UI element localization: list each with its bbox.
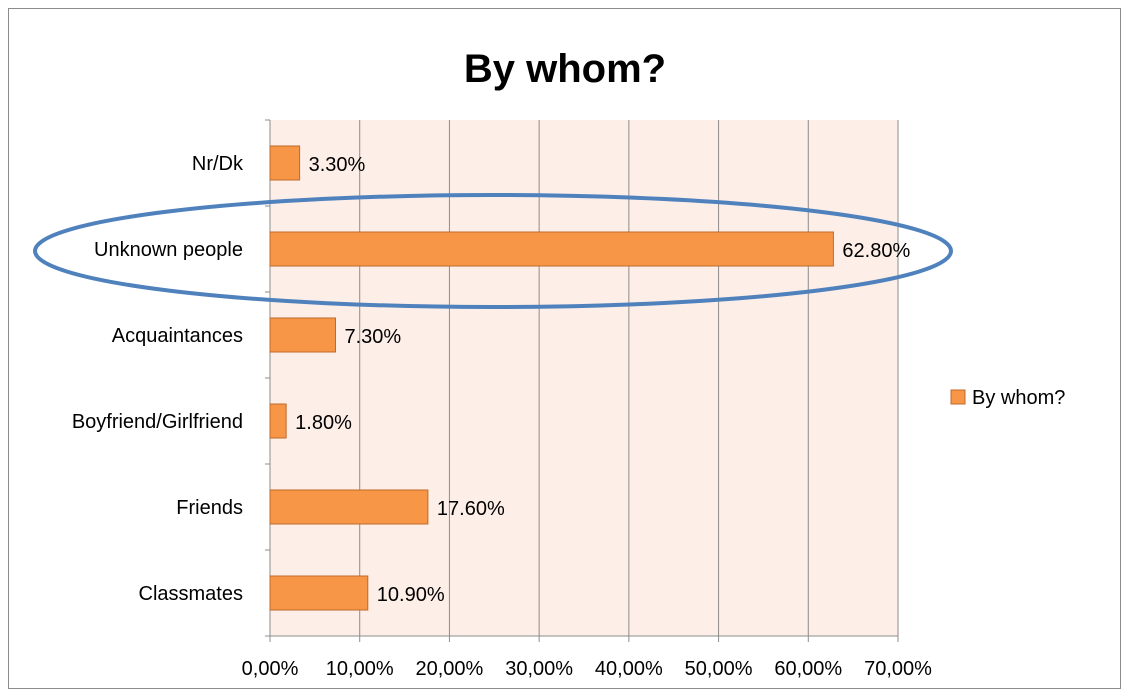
data-label: 7.30%: [344, 326, 401, 348]
data-label: 3.30%: [309, 154, 366, 176]
data-label: 1.80%: [295, 412, 352, 434]
x-tick-label: 70,00%: [864, 658, 932, 680]
category-label: Unknown people: [94, 239, 243, 261]
category-label: Boyfriend/Girlfriend: [72, 411, 243, 433]
data-label: 10.90%: [377, 584, 445, 606]
category-label: Acquaintances: [112, 325, 243, 347]
x-tick-label: 20,00%: [416, 658, 484, 680]
data-label: 62.80%: [842, 240, 910, 262]
bar: [269, 489, 429, 525]
category-label: Nr/Dk: [192, 153, 244, 175]
legend-swatch: [950, 389, 966, 405]
data-label: 17.60%: [437, 498, 505, 520]
plot-area: [270, 120, 898, 636]
bar: [269, 403, 287, 439]
category-label: Classmates: [139, 583, 243, 605]
bar: [269, 575, 369, 611]
x-tick-label: 0,00%: [242, 658, 299, 680]
bar: [269, 231, 834, 267]
x-tick-label: 10,00%: [326, 658, 394, 680]
x-tick-label: 50,00%: [685, 658, 753, 680]
highlight-ellipse: [33, 193, 953, 309]
bar: [269, 145, 301, 181]
category-label: Friends: [176, 497, 243, 519]
legend-label: By whom?: [972, 387, 1065, 409]
bar: [269, 317, 336, 353]
x-tick-label: 30,00%: [505, 658, 573, 680]
chart-title: By whom?: [464, 47, 666, 91]
x-tick-label: 40,00%: [595, 658, 663, 680]
x-tick-label: 60,00%: [774, 658, 842, 680]
